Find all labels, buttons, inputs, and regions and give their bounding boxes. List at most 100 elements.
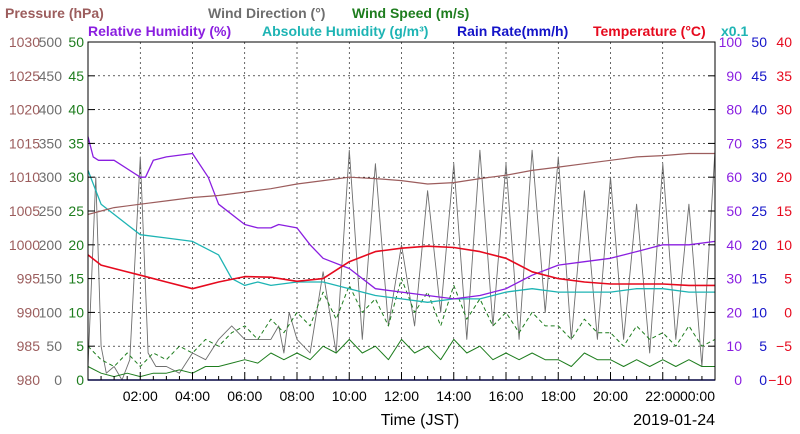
y-tick-label-pressure: 980 xyxy=(17,372,41,388)
y-tick-label-wind_dir: 400 xyxy=(39,102,63,118)
legend-item-wind_dir: Wind Direction (°) xyxy=(208,5,325,21)
y-tick-label-wind_dir: 450 xyxy=(39,68,63,84)
y-tick-label-temperature: −10 xyxy=(768,372,792,388)
y-tick-label-temperature: 10 xyxy=(776,237,792,253)
y-tick-label-rain: 30 xyxy=(751,169,767,185)
y-tick-label-wind_speed: 5 xyxy=(76,338,84,354)
y-tick-label-pressure: 990 xyxy=(17,304,41,320)
series-wind-dir xyxy=(87,149,716,381)
y-tick-label-wind_speed: 20 xyxy=(68,237,84,253)
y-tick-label-pressure: 1000 xyxy=(9,237,40,253)
y-tick-label-wind_speed: 35 xyxy=(68,135,84,151)
y-tick-label-wind_dir: 150 xyxy=(39,271,63,287)
y-tick-label-rain: 0 xyxy=(759,372,767,388)
y-tick-label-temperature: 35 xyxy=(776,68,792,84)
y-tick-label-humidity: 90 xyxy=(726,68,742,84)
x-tick-label: 12:00 xyxy=(384,388,419,404)
y-tick-label-humidity: 20 xyxy=(726,304,742,320)
series-rh xyxy=(87,136,716,300)
y-tick-label-wind_dir: 0 xyxy=(54,372,62,388)
x-tick-label: 00:00 xyxy=(680,388,715,404)
date-label: 2019-01-24 xyxy=(633,412,715,429)
grid xyxy=(88,42,715,380)
y-tick-label-pressure: 995 xyxy=(17,271,41,287)
legend: Pressure (hPa) Wind Direction (°) Wind Spe… xyxy=(5,5,748,39)
y-tick-label-rain: 50 xyxy=(751,34,767,50)
y-tick-label-wind_speed: 0 xyxy=(76,372,84,388)
series-abs-hum xyxy=(87,170,715,303)
y-tick-label-rain: 35 xyxy=(751,135,767,151)
y-tick-label-wind_dir: 50 xyxy=(46,338,62,354)
x-tick-label: 10:00 xyxy=(332,388,367,404)
abs-humidity-multiplier: x0.1 xyxy=(721,23,748,39)
y-tick-label-rain: 15 xyxy=(751,271,767,287)
legend-item-pressure: Pressure (hPa) xyxy=(5,5,104,21)
y-tick-label-pressure: 1020 xyxy=(9,102,40,118)
y-tick-label-temperature: 25 xyxy=(776,135,792,151)
y-tick-label-wind_speed: 15 xyxy=(68,271,84,287)
y-tick-label-wind_speed: 30 xyxy=(68,169,84,185)
y-tick-label-pressure: 1010 xyxy=(9,169,40,185)
y-tick-label-pressure: 1005 xyxy=(9,203,40,219)
x-tick-label: 20:00 xyxy=(593,388,628,404)
y-tick-label-wind_dir: 200 xyxy=(39,237,63,253)
series-temp xyxy=(87,245,715,290)
y-tick-label-temperature: −5 xyxy=(776,338,792,354)
y-tick-label-humidity: 70 xyxy=(726,135,742,151)
y-tick-label-wind_speed: 50 xyxy=(68,34,84,50)
series-pressure xyxy=(87,152,715,215)
y-tick-label-rain: 10 xyxy=(751,304,767,320)
x-axis-label: Time (JST) xyxy=(381,412,460,429)
y-tick-label-humidity: 10 xyxy=(726,338,742,354)
y-tick-label-wind_dir: 100 xyxy=(39,304,63,320)
x-tick-label: 22:00 xyxy=(645,388,680,404)
y-tick-label-temperature: 30 xyxy=(776,102,792,118)
x-tick-label: 04:00 xyxy=(175,388,210,404)
x-tick-label: 08:00 xyxy=(279,388,314,404)
y-tick-label-rain: 45 xyxy=(751,68,767,84)
x-tick-label: 14:00 xyxy=(436,388,471,404)
y-tick-label-wind_dir: 300 xyxy=(39,169,63,185)
legend-item-rh: Relative Humidity (%) xyxy=(88,23,231,39)
y-tick-label-rain: 40 xyxy=(751,102,767,118)
y-tick-label-pressure: 1030 xyxy=(9,34,40,50)
y-tick-label-humidity: 60 xyxy=(726,169,742,185)
legend-item-wind_speed: Wind Speed (m/s) xyxy=(352,5,469,21)
y-tick-label-wind_dir: 500 xyxy=(39,34,63,50)
x-tick-label: 16:00 xyxy=(488,388,523,404)
x-tick-label: 06:00 xyxy=(227,388,262,404)
y-tick-label-temperature: 5 xyxy=(784,271,792,287)
series-wind-gust xyxy=(87,278,716,367)
x-tick-label: 02:00 xyxy=(123,388,158,404)
y-tick-label-humidity: 40 xyxy=(726,237,742,253)
y-tick-label-wind_dir: 350 xyxy=(39,135,63,151)
y-tick-label-temperature: 0 xyxy=(784,304,792,320)
y-tick-label-humidity: 50 xyxy=(726,203,742,219)
y-tick-label-wind_speed: 40 xyxy=(68,102,84,118)
y-tick-label-humidity: 30 xyxy=(726,271,742,287)
y-tick-label-wind_speed: 10 xyxy=(68,304,84,320)
y-tick-label-rain: 20 xyxy=(751,237,767,253)
y-tick-label-wind_speed: 25 xyxy=(68,203,84,219)
y-tick-label-pressure: 1015 xyxy=(9,135,40,151)
legend-item-temp: Temperature (°C) xyxy=(593,23,706,39)
y-tick-label-humidity: 80 xyxy=(726,102,742,118)
y-tick-label-temperature: 20 xyxy=(776,169,792,185)
legend-item-rain: Rain Rate(mm/h) xyxy=(457,23,568,39)
y-tick-label-wind_speed: 45 xyxy=(68,68,84,84)
axes: 9809859909951000100510101015102010251030… xyxy=(9,34,792,404)
x-tick-label: 18:00 xyxy=(541,388,576,404)
y-tick-label-humidity: 100 xyxy=(719,34,743,50)
y-tick-label-pressure: 1025 xyxy=(9,68,40,84)
series-layer xyxy=(87,136,716,381)
y-tick-label-rain: 25 xyxy=(751,203,767,219)
y-tick-label-rain: 5 xyxy=(759,338,767,354)
y-tick-label-humidity: 0 xyxy=(734,372,742,388)
y-tick-label-temperature: 15 xyxy=(776,203,792,219)
legend-item-abs_hum: Absolute Humidity (g/m³) xyxy=(262,23,428,39)
y-tick-label-temperature: 40 xyxy=(776,34,792,50)
y-tick-label-pressure: 985 xyxy=(17,338,41,354)
y-tick-label-wind_dir: 250 xyxy=(39,203,63,219)
